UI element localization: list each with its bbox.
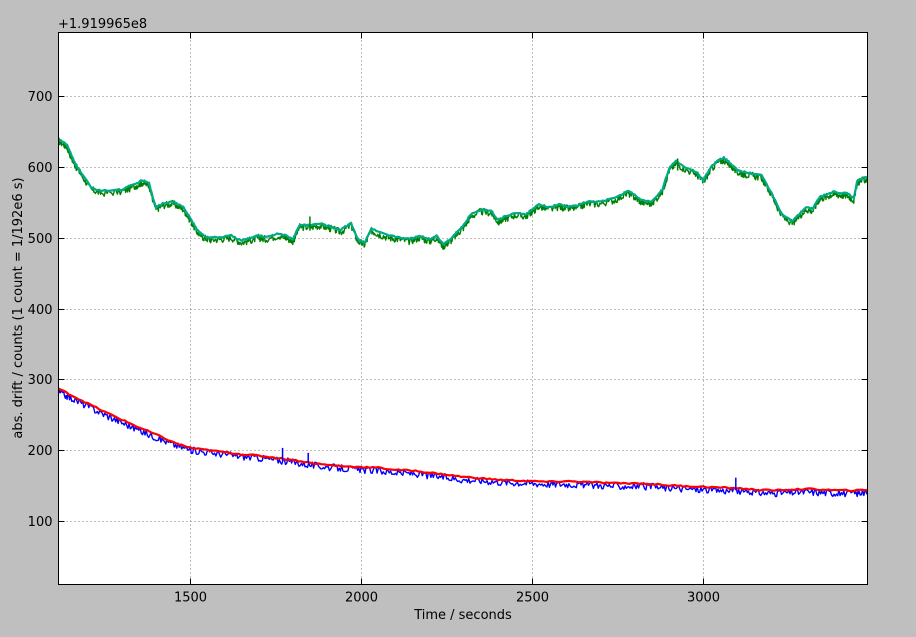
y-tick-label: 300 — [28, 373, 53, 388]
plot-area — [58, 32, 868, 585]
y-offset-text: +1.919965e8 — [58, 17, 147, 32]
y-tick-label: 600 — [28, 161, 53, 176]
y-tick-label: 500 — [28, 232, 53, 247]
series-line-4 — [57, 387, 868, 493]
y-tick-label: 100 — [28, 515, 53, 530]
y-tick-label: 700 — [28, 90, 53, 105]
x-axis-label: Time / seconds — [413, 608, 512, 623]
x-tick-label: 3000 — [687, 591, 720, 606]
series-layer — [57, 137, 869, 498]
series-line-2 — [58, 138, 869, 246]
plot-frame — [58, 32, 868, 585]
x-tick-label: 2500 — [516, 591, 549, 606]
ticks: 1500 2000 2500 3000 100 200 300 400 500 600 700 — [28, 32, 868, 606]
grid — [58, 32, 868, 585]
y-axis-label: abs. drift / counts (1 count = 1/192e6 s… — [11, 177, 26, 438]
x-tick-label: 1500 — [174, 591, 207, 606]
y-tick-label: 200 — [28, 444, 53, 459]
x-tick-label: 2000 — [345, 591, 378, 606]
y-tick-label: 400 — [28, 303, 53, 318]
